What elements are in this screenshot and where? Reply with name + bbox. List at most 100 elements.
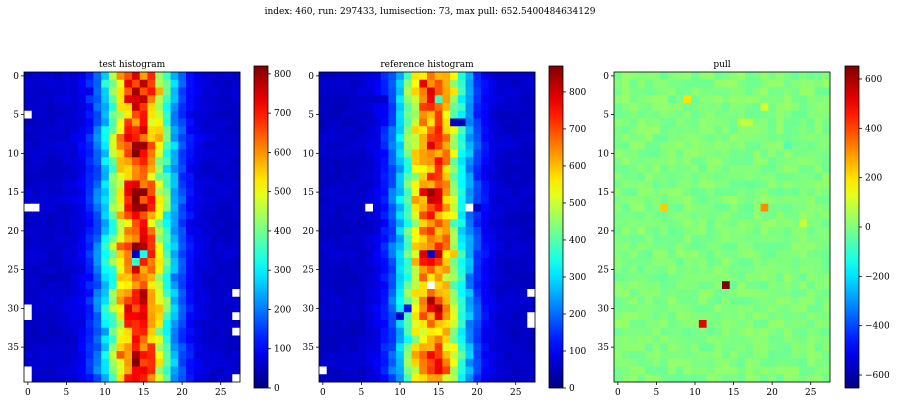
- heatmap-cell: [396, 258, 405, 267]
- heatmap-cell: [427, 242, 436, 251]
- heatmap-cell: [419, 304, 428, 313]
- heatmap-cell: [644, 157, 653, 166]
- heatmap-cell: [24, 196, 33, 205]
- heatmap-cell: [193, 289, 202, 298]
- heatmap-cell: [54, 110, 63, 119]
- heatmap-cell: [706, 343, 715, 352]
- heatmap-cell: [714, 304, 723, 313]
- heatmap-cell: [660, 227, 669, 236]
- heatmap-cell: [621, 87, 630, 96]
- heatmap-cell: [201, 95, 210, 104]
- heatmap-cell: [806, 304, 815, 313]
- heatmap-cell: [365, 180, 374, 189]
- heatmap-cell: [224, 227, 233, 236]
- heatmap-cell: [403, 141, 412, 150]
- heatmap-cell: [54, 273, 63, 282]
- x-tick-label: 25: [805, 388, 817, 398]
- heatmap-cell: [70, 289, 79, 298]
- heatmap-cell: [822, 358, 831, 367]
- heatmap-cell: [24, 273, 33, 282]
- heatmap-cell: [465, 374, 474, 383]
- heatmap-cell: [450, 250, 459, 259]
- heatmap-cell: [457, 157, 466, 166]
- heatmap-cell: [675, 149, 684, 158]
- heatmap-cell: [660, 95, 669, 104]
- heatmap-cell: [652, 234, 661, 243]
- heatmap-cell: [519, 351, 528, 360]
- heatmap-cell: [147, 211, 156, 220]
- heatmap-cell: [139, 134, 148, 143]
- heatmap-cell: [193, 335, 202, 344]
- heatmap-cell: [78, 203, 87, 212]
- heatmap-cell: [373, 196, 382, 205]
- heatmap-cell: [814, 203, 823, 212]
- heatmap-cell: [232, 95, 241, 104]
- heatmap-cell: [519, 134, 528, 143]
- heatmap-cell: [85, 281, 94, 290]
- heatmap-cell: [434, 126, 443, 135]
- heatmap-cell: [745, 234, 754, 243]
- heatmap-cell: [216, 126, 225, 135]
- heatmap-cell: [706, 149, 715, 158]
- heatmap-cell: [47, 320, 56, 329]
- y-tick-label: 0: [603, 72, 609, 82]
- heatmap-cell: [132, 219, 141, 228]
- heatmap-cell: [457, 281, 466, 290]
- heatmap-cell: [396, 265, 405, 274]
- heatmap-cell: [232, 343, 241, 352]
- heatmap-cell: [675, 304, 684, 313]
- heatmap-cell: [450, 312, 459, 321]
- heatmap-cell: [224, 335, 233, 344]
- heatmap-cell: [457, 366, 466, 375]
- heatmap-cell: [660, 157, 669, 166]
- heatmap-cell: [334, 196, 343, 205]
- heatmap-cell: [62, 126, 71, 135]
- heatmap-cell: [342, 304, 351, 313]
- heatmap-cell: [193, 172, 202, 181]
- heatmap-cell: [683, 289, 692, 298]
- heatmap-cell: [683, 351, 692, 360]
- heatmap-cell: [434, 343, 443, 352]
- heatmap-cell: [752, 126, 761, 135]
- heatmap-cell: [70, 180, 79, 189]
- heatmap-cell: [24, 351, 33, 360]
- heatmap-cell: [481, 79, 490, 88]
- heatmap-cell: [78, 172, 87, 181]
- heatmap-cell: [637, 165, 646, 174]
- heatmap-cell: [403, 203, 412, 212]
- heatmap-cell: [78, 219, 87, 228]
- heatmap-cell: [450, 366, 459, 375]
- heatmap-cell: [768, 203, 777, 212]
- heatmap-cell: [768, 126, 777, 135]
- heatmap-cell: [326, 358, 335, 367]
- heatmap-cell: [481, 219, 490, 228]
- heatmap-cell: [614, 103, 623, 112]
- heatmap-cell: [209, 281, 218, 290]
- heatmap-cell: [752, 141, 761, 150]
- heatmap-cell: [511, 227, 520, 236]
- heatmap-cell: [668, 172, 677, 181]
- heatmap-cell: [691, 219, 700, 228]
- heatmap-cell: [675, 165, 684, 174]
- heatmap-cell: [31, 211, 40, 220]
- heatmap-cell: [691, 211, 700, 220]
- heatmap-cell: [519, 126, 528, 135]
- heatmap-cell: [822, 374, 831, 383]
- heatmap-cell: [54, 358, 63, 367]
- heatmap-cell: [450, 242, 459, 251]
- x-tick-label: 20: [471, 388, 483, 398]
- heatmap-cell: [465, 320, 474, 329]
- heatmap-cell: [357, 95, 366, 104]
- heatmap-cell: [450, 227, 459, 236]
- heatmap-cell: [31, 351, 40, 360]
- heatmap-cell: [814, 134, 823, 143]
- heatmap-cell: [698, 203, 707, 212]
- heatmap-cell: [170, 374, 179, 383]
- heatmap-cell: [450, 203, 459, 212]
- heatmap-cell: [209, 87, 218, 96]
- x-tick-label: 15: [138, 388, 150, 398]
- heatmap-cell: [783, 227, 792, 236]
- heatmap-cell: [47, 134, 56, 143]
- heatmap-cell: [380, 72, 389, 81]
- heatmap-cell: [403, 343, 412, 352]
